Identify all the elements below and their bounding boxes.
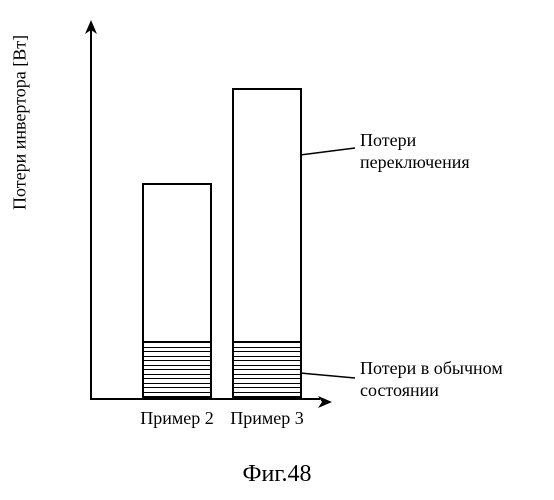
bar-primer-2-conduction [144, 341, 210, 396]
y-axis-label: Потери инвертора [Вт] [10, 35, 31, 210]
bar-chart: Потери инвертора [Вт] Пример 2 Пример 3 … [40, 20, 520, 440]
legend-switching-line1: Потери [360, 130, 416, 150]
x-axis-arrow [316, 394, 332, 410]
legend-conduction-line2: состоянии [360, 380, 439, 400]
bar-primer-3 [232, 88, 302, 398]
category-label-2: Пример 3 [222, 408, 312, 429]
legend-switching-label: Потери переключения [360, 130, 470, 173]
plot-area: Пример 2 Пример 3 [90, 30, 320, 400]
figure-caption: Фиг.48 [0, 461, 554, 488]
bar-primer-2 [142, 183, 212, 398]
leader-conduction [300, 358, 360, 388]
legend-conduction-label: Потери в обычном состоянии [360, 358, 503, 401]
category-label-1: Пример 2 [132, 408, 222, 429]
bar-primer-3-conduction [234, 341, 300, 396]
legend-switching-line2: переключения [360, 152, 470, 172]
legend-conduction-line1: Потери в обычном [360, 358, 503, 378]
leader-switching [300, 140, 360, 170]
